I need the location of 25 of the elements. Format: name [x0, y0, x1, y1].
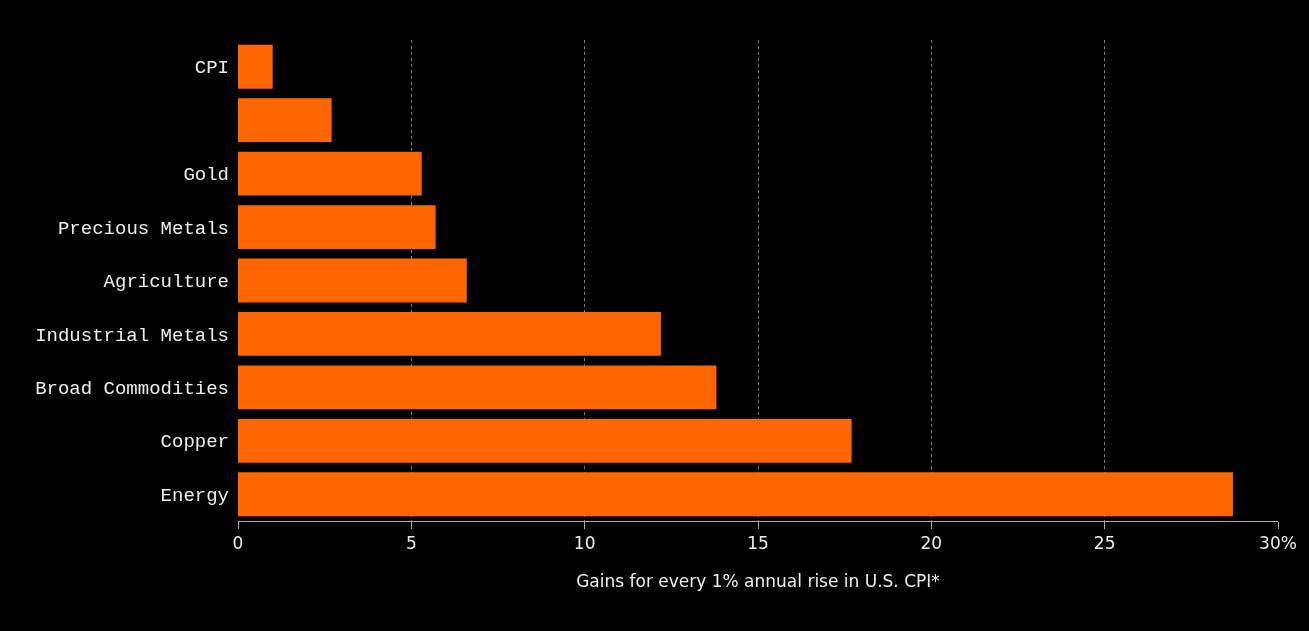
bar [238, 472, 1233, 517]
x-tick-label: 10 [573, 533, 596, 554]
x-tick-label: 0 [232, 533, 244, 554]
x-tick-label: 20 [920, 533, 943, 554]
y-tick-label: Broad Commodities [35, 378, 229, 401]
y-tick-label: Agriculture [103, 271, 229, 294]
bar [238, 44, 273, 89]
x-axis-title: Gains for every 1% annual rise in U.S. CPI* [576, 570, 940, 591]
y-tick-label: Copper [160, 431, 229, 454]
bar [238, 312, 661, 356]
y-tick-label: Industrial Metals [35, 324, 229, 347]
bar [238, 258, 467, 303]
bar [238, 205, 436, 249]
y-tick-label: CPI [194, 57, 229, 80]
bar [238, 365, 717, 410]
bar [238, 151, 422, 196]
bar [238, 98, 332, 143]
y-tick-label: Precious Metals [57, 217, 229, 240]
x-tick-label: 25 [1093, 533, 1116, 554]
x-tick-label: 15 [747, 533, 769, 554]
bar [238, 418, 852, 463]
y-tick-label: Energy [160, 484, 229, 507]
y-tick-label: Gold [183, 164, 229, 187]
x-tick-label: 30% [1259, 533, 1297, 554]
x-tick-label: 5 [405, 533, 417, 554]
